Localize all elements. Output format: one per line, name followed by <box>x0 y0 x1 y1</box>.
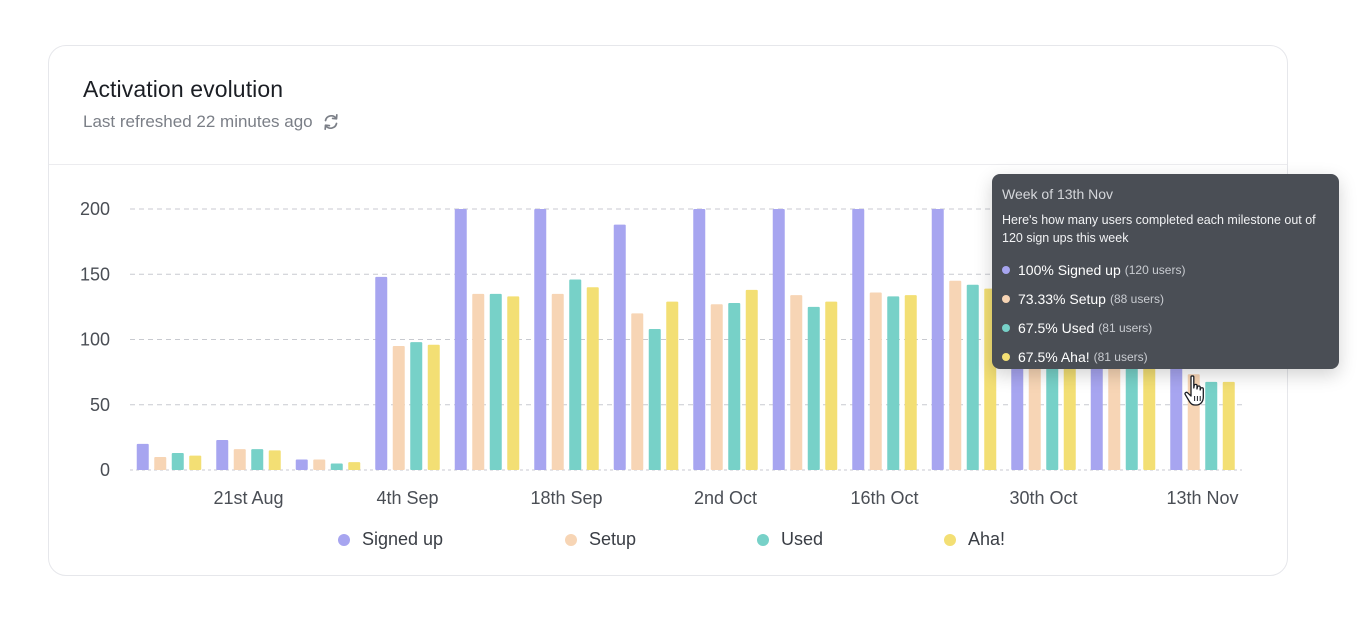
y-tick-label: 0 <box>100 460 110 480</box>
tooltip-users-used: (81 users) <box>1098 320 1153 335</box>
bar-signed-up <box>693 209 706 470</box>
card-title: Activation evolution <box>83 76 284 102</box>
tooltip-row-setup: 73.33% Setup (88 users) <box>1002 284 1329 313</box>
chart-legend: Signed up Setup Used Aha! <box>0 529 1366 555</box>
bar-aha <box>904 295 917 470</box>
bar-setup <box>949 280 962 470</box>
refresh-status-text: Last refreshed 22 minutes ago <box>83 112 313 131</box>
bar-used <box>728 302 741 470</box>
x-tick-label: 30th Oct <box>1009 488 1077 508</box>
card-header: Activation evolution Last refreshed 22 m… <box>49 46 1287 165</box>
bar-used <box>807 306 820 470</box>
legend-dot-used <box>757 533 769 546</box>
tooltip-dot-setup <box>1002 294 1010 303</box>
refresh-status: Last refreshed 22 minutes ago <box>83 112 341 132</box>
tooltip-dot-aha <box>1002 352 1010 361</box>
tooltip-value-used: 67.5% Used <box>1018 319 1095 336</box>
bar-aha <box>1222 381 1235 470</box>
bar-signed-up <box>216 439 229 470</box>
tooltip-value-aha: 67.5% Aha! <box>1018 348 1090 365</box>
bar-used <box>648 329 661 470</box>
bar-aha <box>268 450 281 470</box>
bar-setup <box>869 292 882 470</box>
bar-signed-up <box>931 209 944 470</box>
bar-aha <box>507 296 520 470</box>
bar-signed-up <box>613 224 626 470</box>
bar-used <box>887 296 900 470</box>
bar-signed-up <box>772 209 785 470</box>
bar-setup <box>710 304 723 470</box>
bar-setup <box>551 293 564 470</box>
legend-dot-signed-up <box>338 533 350 546</box>
tooltip-value-signed-up: 100% Signed up <box>1018 261 1121 278</box>
bar-signed-up <box>454 209 467 470</box>
x-tick-label: 13th Nov <box>1166 488 1238 508</box>
bar-signed-up <box>534 209 547 470</box>
tooltip-value-setup: 73.33% Setup <box>1018 290 1106 307</box>
bar-setup <box>392 346 405 470</box>
bar-aha <box>189 455 202 470</box>
bar-setup <box>631 313 644 470</box>
hand-pointer-icon <box>1182 374 1208 408</box>
bar-used <box>171 453 184 470</box>
x-tick-label: 18th Sep <box>530 488 602 508</box>
bar-aha <box>348 462 361 470</box>
y-tick-label: 50 <box>90 395 110 415</box>
legend-item-signed-up[interactable]: Signed up <box>338 529 443 550</box>
bar-aha <box>427 344 440 470</box>
bar-signed-up <box>852 209 865 470</box>
y-tick-label: 150 <box>80 264 110 284</box>
y-tick-label: 200 <box>80 199 110 219</box>
bar-aha <box>825 301 838 470</box>
bar-used <box>569 279 582 470</box>
legend-dot-aha <box>944 533 956 546</box>
bar-setup <box>790 295 803 470</box>
bar-used <box>410 342 423 470</box>
bar-setup <box>472 293 485 470</box>
tooltip-users-setup: (88 users) <box>1109 291 1164 306</box>
bar-signed-up <box>136 443 149 470</box>
tooltip-row-used: 67.5% Used (81 users) <box>1002 313 1329 342</box>
bar-used <box>489 293 502 470</box>
bar-used <box>330 463 343 470</box>
legend-item-used[interactable]: Used <box>757 529 823 550</box>
bar-setup <box>313 459 326 470</box>
x-tick-label: 2nd Oct <box>694 488 757 508</box>
bar-signed-up <box>375 276 388 470</box>
legend-item-aha[interactable]: Aha! <box>944 529 1005 550</box>
tooltip-dot-used <box>1002 323 1010 332</box>
bar-setup <box>154 456 167 470</box>
chart-tooltip: Week of 13th Nov Here's how many users c… <box>992 174 1339 369</box>
bar-used <box>1205 381 1218 470</box>
legend-label-signed-up: Signed up <box>362 529 444 549</box>
bar-signed-up <box>1170 339 1183 470</box>
tooltip-description: Here's how many users completed each mil… <box>1002 213 1316 245</box>
bar-setup <box>233 449 246 470</box>
x-tick-label: 4th Sep <box>376 488 438 508</box>
tooltip-row-aha: 67.5% Aha! (81 users) <box>1002 342 1329 371</box>
tooltip-users-aha: (81 users) <box>1093 349 1148 364</box>
legend-label-setup: Setup <box>589 529 637 549</box>
legend-label-aha: Aha! <box>968 529 1006 549</box>
bar-aha <box>666 301 679 470</box>
legend-dot-setup <box>565 533 577 546</box>
refresh-icon[interactable] <box>321 112 341 132</box>
bar-aha <box>586 287 599 470</box>
tooltip-title: Week of 13th Nov <box>1002 186 1114 202</box>
bar-aha <box>745 289 758 470</box>
tooltip-dot-signed-up <box>1002 265 1010 274</box>
bar-used <box>966 284 979 470</box>
tooltip-users-signed-up: (120 users) <box>1124 262 1186 277</box>
y-tick-label: 100 <box>80 330 110 350</box>
bar-used <box>251 449 264 470</box>
tooltip-row-signed-up: 100% Signed up (120 users) <box>1002 255 1329 284</box>
legend-item-setup[interactable]: Setup <box>565 529 636 550</box>
x-tick-label: 21st Aug <box>213 488 283 508</box>
bar-signed-up <box>295 459 308 470</box>
legend-label-used: Used <box>781 529 824 549</box>
x-tick-label: 16th Oct <box>850 488 918 508</box>
